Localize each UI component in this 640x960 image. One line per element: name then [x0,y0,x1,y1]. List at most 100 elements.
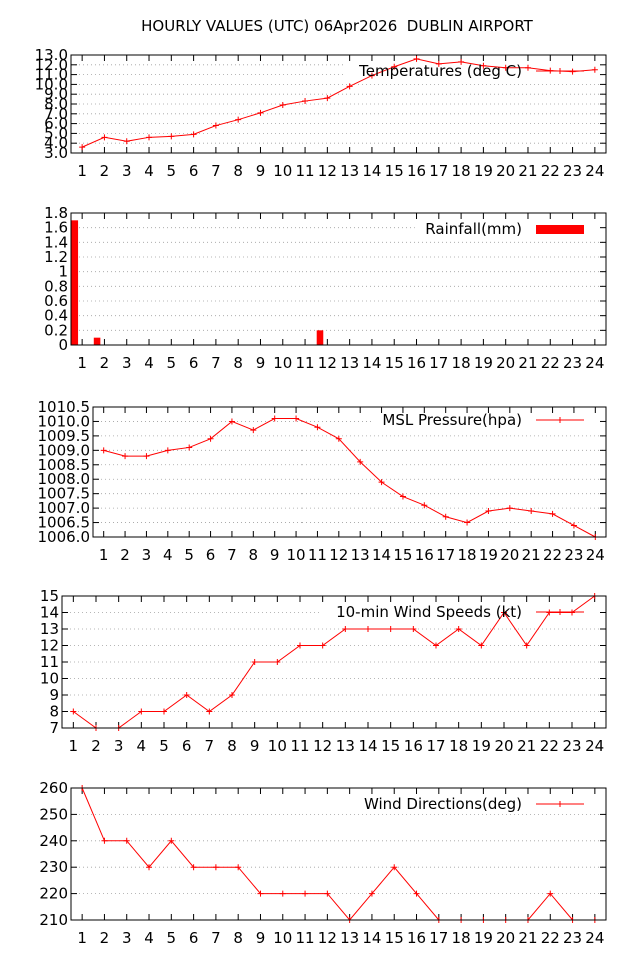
x-tick-label: 22 [541,929,560,947]
data-point [293,415,300,422]
x-tick-label: 21 [518,162,537,180]
legend-marker [557,801,563,807]
data-point [168,837,175,844]
x-tick-label: 6 [182,737,192,755]
data-point [357,458,364,465]
x-tick-label: 15 [393,546,412,564]
plot-frame [70,787,607,921]
x-tick-label: 11 [308,546,327,564]
x-tick-label: 13 [351,546,370,564]
y-tick-label: 250 [39,805,68,823]
data-point [485,508,492,514]
x-tick-label: 17 [429,929,448,947]
y-tick-label: 1.4 [44,233,68,251]
legend-swatch [536,225,584,234]
data-point [235,116,242,123]
y-tick-label: 8 [49,703,59,721]
x-tick-label: 18 [449,737,468,755]
x-tick-label: 12 [318,354,337,372]
data-point [523,642,530,649]
y-tick-label: 1.2 [44,248,68,266]
x-tick-label: 19 [474,929,493,947]
x-tick-label: 18 [452,929,471,947]
y-tick-label: 1006.5 [38,514,91,532]
data-point [378,479,385,486]
y-tick-label: 0 [58,336,68,354]
x-tick-label: 2 [100,354,110,372]
data-point [547,890,554,897]
x-tick-label: 21 [522,546,541,564]
data-point [324,95,331,102]
x-tick-label: 7 [205,737,215,755]
data-point [335,435,342,442]
data-point [257,109,264,116]
x-tick-label: 4 [144,354,154,372]
x-tick-label: 20 [494,737,513,755]
x-tick-label: 11 [296,354,315,372]
x-tick-label: 8 [233,354,243,372]
data-point [229,692,235,698]
data-point [464,519,471,526]
x-tick-label: 9 [256,354,266,372]
data-point [70,708,77,715]
data-point [297,642,303,649]
data-point [146,134,153,141]
legend-label: Temperatures (deg C) [358,62,522,80]
x-tick-label: 14 [362,354,381,372]
x-tick-label: 11 [296,929,315,947]
data-point [368,890,375,897]
data-point [206,708,213,715]
x-tick-label: 9 [270,546,280,564]
chart-panel-1: 13.012.011.010.09.08.07.06.05.04.03.01 2 3… [35,46,607,180]
x-tick-label: 16 [407,354,426,372]
data-point [271,415,278,422]
x-tick-label: 6 [206,546,216,564]
x-tick-label: 1 [77,929,87,947]
x-tick-label: 3 [114,737,124,755]
data-point [168,133,175,140]
data-point [569,68,576,75]
x-tick-label: 2 [120,546,130,564]
data-point [122,453,129,460]
x-tick-label: 5 [167,354,177,372]
x-tick-label: 20 [496,162,515,180]
y-tick-label: 12.0 [35,56,68,74]
data-point [433,642,439,649]
data-point [524,64,531,71]
y-tick-label: 1008.0 [38,470,91,488]
data-point [161,708,167,715]
data-point [528,508,535,514]
x-tick-label: 1 [77,162,87,180]
x-tick-label: 20 [496,354,515,372]
x-tick-label: 23 [563,162,582,180]
data-point [342,626,349,632]
data-point [257,890,264,897]
data-point [164,447,171,454]
y-tick-label: 1 [58,263,68,281]
x-tick-label: 15 [385,929,404,947]
x-tick-label: 22 [543,546,562,564]
x-tick-label: 4 [144,162,154,180]
x-tick-label: 20 [496,929,515,947]
x-tick-label: 13 [340,162,359,180]
y-tick-label: 1.8 [44,204,68,222]
x-tick-label: 17 [436,546,455,564]
y-tick-label: 9 [49,686,59,704]
plot-frame [61,595,607,729]
x-tick-label: 21 [518,929,537,947]
data-point [591,66,598,73]
y-tick-label: 4.0 [44,134,68,152]
y-tick-label: 7 [49,719,59,737]
x-tick-label: 23 [562,737,581,755]
chart-panel-2: 1.81.61.41.210.80.60.40.201 2 3 4 5 6 7 8 9 10 11 1… [44,204,607,372]
plot-frame [92,406,607,538]
x-tick-label: 6 [189,929,199,947]
x-tick-label: 12 [318,929,337,947]
x-tick-label: 13 [340,354,359,372]
x-tick-label: 14 [362,929,381,947]
y-tick-label: 210 [39,911,68,929]
rainfall-bar [71,220,79,345]
data-point [413,55,420,62]
data-point [279,101,286,108]
